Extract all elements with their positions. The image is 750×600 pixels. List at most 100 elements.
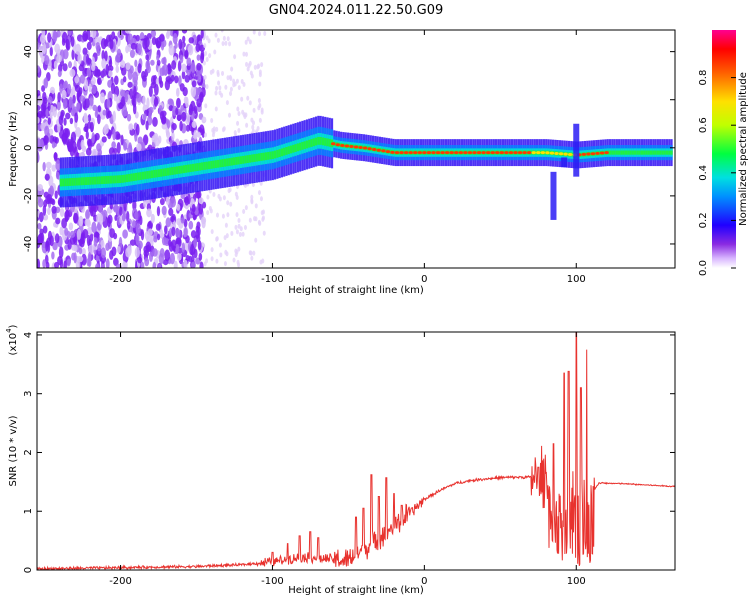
snr-x-axis-label: Height of straight line (km) <box>288 585 424 596</box>
heat-cell <box>116 141 121 154</box>
heat-cell <box>47 117 52 125</box>
heat-cell <box>113 94 118 102</box>
heat-cell <box>45 161 52 169</box>
heat-cell <box>107 214 113 225</box>
heat-core <box>463 151 468 155</box>
heat-cell <box>71 252 76 261</box>
heat-core <box>522 151 527 155</box>
heat-cell <box>175 228 181 238</box>
heat-cell <box>244 112 248 118</box>
heat-cell <box>180 193 186 200</box>
heat-cell <box>199 91 204 103</box>
heat-cell <box>133 85 137 98</box>
heat-cell <box>611 150 614 155</box>
heat-cell <box>143 249 150 257</box>
heat-cell <box>121 175 124 183</box>
heat-cell <box>139 215 143 226</box>
heat-cell <box>43 214 49 221</box>
heat-cell <box>103 176 106 184</box>
heat-cell <box>235 212 239 218</box>
heat-cell <box>130 42 137 50</box>
heat-cell <box>112 128 116 141</box>
heat-cell <box>165 196 170 206</box>
heat-cell <box>159 228 164 239</box>
heat-cell <box>143 134 149 146</box>
heat-cell <box>71 177 74 186</box>
heat-cell <box>116 245 121 254</box>
heat-cell <box>45 261 50 268</box>
colorbar-gradient <box>712 30 736 268</box>
heat-cell <box>97 148 103 157</box>
heat-cell <box>157 263 162 268</box>
heat-core <box>595 151 600 155</box>
spectrogram-y-axis-label: Frequency (Hz) <box>8 111 19 187</box>
heat-cell <box>86 67 92 78</box>
heat-cell <box>246 36 250 42</box>
heat-cell <box>131 220 137 229</box>
heat-cell <box>246 95 250 101</box>
heat-cell <box>81 253 87 266</box>
heat-cell <box>205 161 208 170</box>
heat-cell <box>328 138 331 147</box>
heat-cell <box>212 160 215 169</box>
heat-cell <box>57 70 62 78</box>
heat-cell <box>125 62 131 70</box>
heat-cell <box>69 117 74 125</box>
heat-cell <box>87 121 92 129</box>
heat-cell <box>84 177 88 186</box>
heat-cell <box>49 86 55 95</box>
heat-cell <box>77 53 82 65</box>
heat-cell <box>237 85 241 91</box>
heat-core <box>558 152 564 156</box>
heat-core <box>472 151 477 155</box>
heat-cell <box>167 63 172 72</box>
heat-cell <box>125 45 129 54</box>
heat-cell <box>128 142 133 154</box>
heat-cell <box>226 200 230 206</box>
heat-core <box>331 142 336 146</box>
heat-cell <box>121 67 127 76</box>
heat-cell <box>258 153 261 162</box>
heat-cell <box>319 136 322 145</box>
snr-scale-exponent: 4 <box>5 328 13 333</box>
heat-cell <box>144 37 150 48</box>
heat-cell <box>175 246 180 253</box>
heat-cell <box>253 216 257 222</box>
heat-cell <box>100 176 103 185</box>
heat-cell <box>198 162 201 171</box>
heat-cell <box>210 117 214 123</box>
heat-cell <box>191 34 198 46</box>
heat-cell <box>144 257 150 267</box>
heat-cell <box>84 98 90 109</box>
heat-cell <box>108 59 113 68</box>
colorbar-tick-label: 0.8 <box>698 70 709 86</box>
heat-cell <box>113 257 119 267</box>
heat-cell <box>246 155 249 164</box>
heat-cell <box>292 144 295 153</box>
heat-cell <box>135 223 141 234</box>
heat-cell <box>156 233 161 241</box>
heat-core <box>390 150 395 154</box>
heat-cell <box>210 256 214 262</box>
heat-cell <box>180 217 185 224</box>
heat-cell <box>145 120 149 131</box>
heat-core <box>604 151 609 155</box>
heat-cell <box>122 75 127 83</box>
heat-cell <box>166 130 171 139</box>
heat-cell <box>127 81 133 88</box>
heat-cell <box>87 139 92 151</box>
heat-cell <box>41 85 46 93</box>
heat-core <box>403 151 409 155</box>
heat-cell <box>162 56 167 66</box>
heat-cell <box>170 196 177 208</box>
heat-cell <box>155 169 158 178</box>
heat-cell <box>176 218 182 226</box>
heat-cell <box>109 175 113 184</box>
heat-cell <box>202 60 206 66</box>
heat-cell <box>228 187 232 193</box>
heat-cell <box>134 59 138 68</box>
heat-cell <box>201 218 206 229</box>
heat-core <box>504 151 509 155</box>
heat-cell <box>65 136 69 146</box>
heat-cell <box>89 176 92 185</box>
